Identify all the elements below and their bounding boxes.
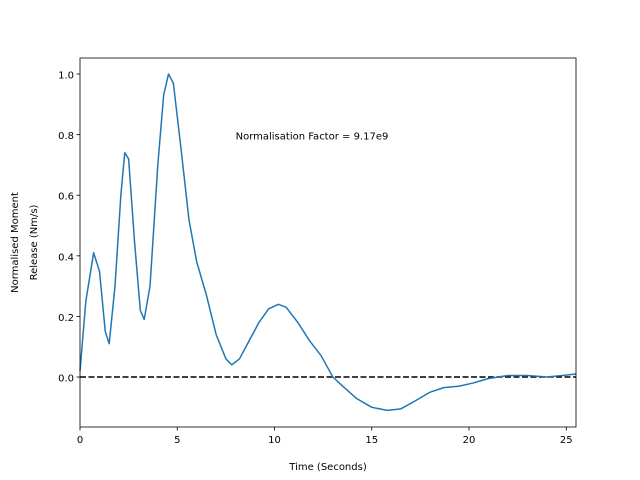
y-tick-label: 0.8 — [58, 131, 74, 142]
data-line — [79, 73, 577, 412]
y-tick-label: 1.0 — [58, 71, 74, 82]
x-tick-label: 10 — [268, 435, 281, 446]
y-tick-label: 0.0 — [58, 374, 74, 385]
x-tick-label: 5 — [174, 435, 180, 446]
y-axis-label: Normalised Moment — [10, 192, 21, 293]
x-tick-label: 15 — [365, 435, 378, 446]
y-tick-label: 0.6 — [58, 192, 74, 203]
x-tick-label: 20 — [463, 435, 476, 446]
axes-frame — [79, 57, 577, 428]
x-tick-label: 25 — [560, 435, 573, 446]
y-axis-label: Release (Nm/s) — [29, 204, 40, 280]
annotation: Normalisation Factor = 9.17e9 — [236, 132, 389, 143]
y-tick-label: 0.2 — [58, 313, 74, 324]
x-tick-label: 0 — [77, 435, 83, 446]
y-tick-label: 0.4 — [58, 252, 74, 263]
x-axis-label: Time (Seconds) — [288, 462, 367, 473]
